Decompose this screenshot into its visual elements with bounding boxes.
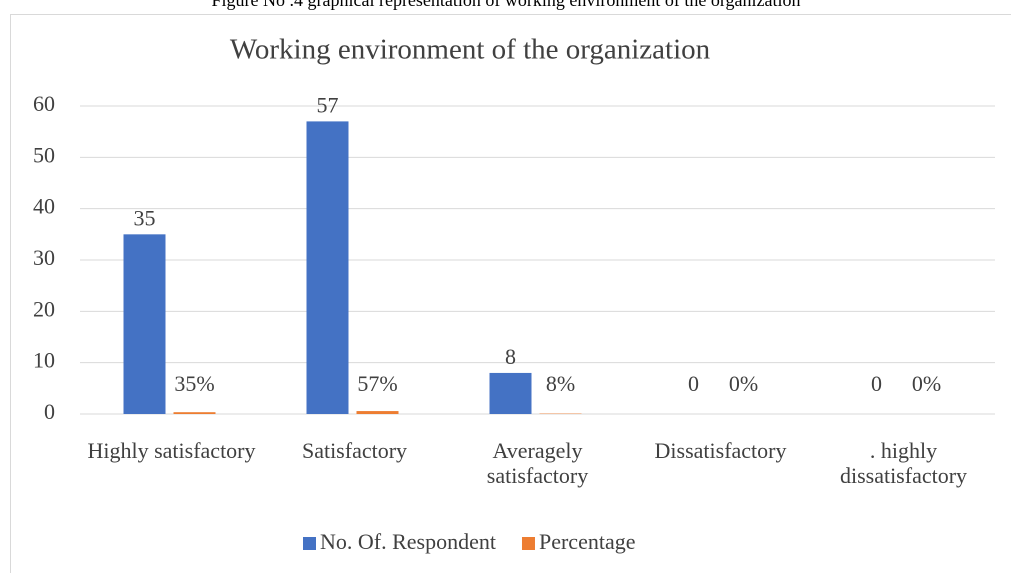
- data-label: 35: [134, 205, 156, 230]
- x-tick-label: . highly dissatisfactory: [839, 438, 968, 488]
- data-label: 57: [317, 92, 339, 117]
- data-label: 8: [505, 344, 516, 369]
- x-tick-label: Averagely satisfactory: [486, 438, 589, 488]
- y-tick-label: 60: [33, 91, 55, 116]
- data-label: 8%: [546, 371, 575, 396]
- legend-swatch: [521, 537, 535, 550]
- chart-title: Working environment of the organization: [230, 34, 711, 66]
- data-label: 0%: [729, 371, 758, 396]
- data-label: 35%: [174, 371, 214, 396]
- data-label: 0%: [912, 371, 941, 396]
- legend-swatch: [303, 537, 316, 550]
- chart-frame: [10, 14, 1011, 573]
- y-tick-label: 50: [33, 142, 55, 167]
- bar: [489, 372, 532, 414]
- x-tick-label: Dissatisfactory: [654, 438, 787, 463]
- y-tick-label: 40: [33, 194, 55, 219]
- data-label: 0: [688, 371, 699, 396]
- x-tick-label: Satisfactory: [301, 438, 408, 463]
- bar: [173, 412, 216, 414]
- y-tick-label: 10: [33, 348, 55, 373]
- bar: [356, 411, 399, 414]
- data-label: 0: [871, 371, 882, 396]
- caption: Figure No .4 graphical representation of…: [212, 0, 801, 10]
- data-label: 57%: [357, 371, 397, 396]
- bar: [306, 121, 349, 415]
- legend-label: No. Of. Respondent: [320, 529, 496, 554]
- y-tick-label: 20: [33, 296, 55, 321]
- y-tick-label: 30: [33, 245, 55, 270]
- x-tick-label: Highly satisfactory: [87, 438, 256, 463]
- y-tick-label: 0: [44, 399, 55, 424]
- bar: [123, 234, 166, 414]
- legend-label: Percentage: [539, 529, 636, 554]
